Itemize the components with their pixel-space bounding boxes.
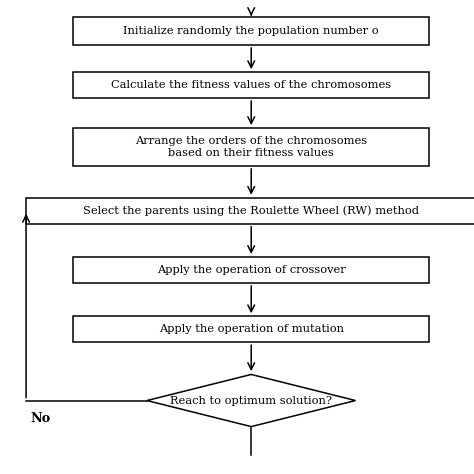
Text: Calculate the fitness values of the chromosomes: Calculate the fitness values of the chro…: [111, 80, 391, 91]
Text: Apply the operation of mutation: Apply the operation of mutation: [159, 324, 344, 335]
FancyBboxPatch shape: [73, 128, 429, 166]
Polygon shape: [147, 374, 356, 427]
FancyBboxPatch shape: [73, 17, 429, 45]
FancyBboxPatch shape: [73, 72, 429, 99]
Text: No: No: [30, 411, 50, 425]
FancyBboxPatch shape: [73, 257, 429, 283]
Text: Apply the operation of crossover: Apply the operation of crossover: [157, 265, 346, 275]
Text: Initialize randomly the population number o: Initialize randomly the population numbe…: [123, 26, 379, 36]
FancyBboxPatch shape: [26, 198, 474, 224]
Text: Select the parents using the Roulette Wheel (RW) method: Select the parents using the Roulette Wh…: [83, 206, 419, 216]
Text: Arrange the orders of the chromosomes
based on their fitness values: Arrange the orders of the chromosomes ba…: [135, 136, 367, 158]
Text: Reach to optimum solution?: Reach to optimum solution?: [170, 395, 332, 406]
FancyBboxPatch shape: [73, 317, 429, 342]
